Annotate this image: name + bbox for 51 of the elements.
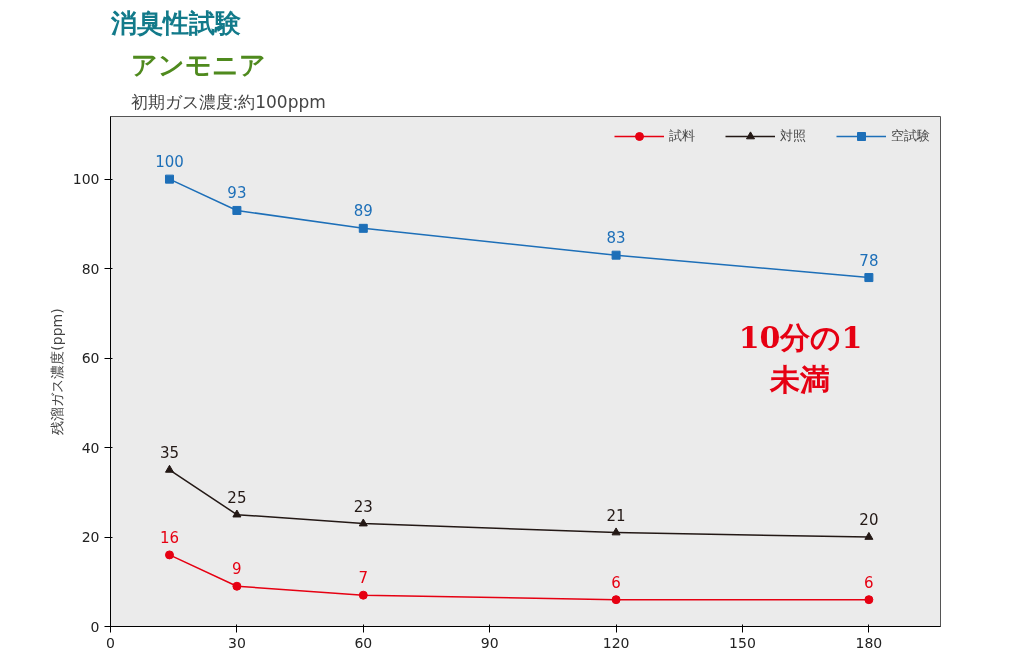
- data-label: 6: [611, 573, 621, 592]
- point: [611, 527, 621, 536]
- point: [611, 250, 621, 260]
- data-label: 23: [353, 497, 373, 516]
- legend-label: 試料: [669, 127, 695, 145]
- x-tick-label: 60: [354, 634, 373, 651]
- y-tick-label: 40: [81, 439, 100, 456]
- data-label: 20: [859, 511, 879, 530]
- x-tick-label: 120: [602, 634, 630, 651]
- data-label: 93: [227, 184, 247, 203]
- data-label: 7: [358, 569, 369, 588]
- data-label: 89: [353, 202, 373, 221]
- data-label: 9: [232, 560, 242, 579]
- data-label: 21: [606, 506, 626, 525]
- point: [611, 595, 621, 605]
- x-tick-label: 150: [729, 634, 756, 651]
- point: [232, 581, 242, 591]
- y-tick-label: 80: [81, 260, 100, 277]
- legend-label: 対照: [780, 127, 806, 145]
- y-tick-label: 100: [72, 171, 100, 188]
- x-tick-label: 30: [227, 634, 246, 651]
- annotation: 10分の1 未満: [738, 319, 863, 397]
- legend-label: 空試験: [891, 127, 930, 145]
- text: 初期ガス濃度:約100ppm: [130, 91, 326, 112]
- x-tick-label: 90: [480, 634, 499, 651]
- y-tick-label: 20: [81, 529, 100, 546]
- data-label: 35: [159, 443, 180, 462]
- data-label: 16: [159, 528, 180, 547]
- data-label: 100: [155, 153, 184, 172]
- point: [864, 273, 874, 283]
- point: [232, 205, 242, 215]
- y-tick-label: 60: [81, 350, 100, 367]
- chart-subtitle: アンモニア: [130, 49, 266, 80]
- data-label: 25: [227, 488, 247, 507]
- data-label: 83: [606, 229, 626, 248]
- data-label: 6: [864, 573, 874, 592]
- point: [864, 531, 874, 540]
- data-label: 78: [859, 251, 879, 270]
- x-tick-label: 180: [855, 634, 883, 651]
- point: [358, 518, 368, 527]
- point: [358, 590, 368, 600]
- point: [864, 595, 874, 605]
- point: [232, 509, 242, 518]
- point: [164, 550, 174, 560]
- y-tick-label: 0: [90, 618, 100, 635]
- y-axis-title: 残溜ガス濃度(ppm): [48, 308, 65, 435]
- chart-title: 消臭性試験: [109, 7, 242, 38]
- x-tick-label: 0: [106, 634, 115, 651]
- point: [164, 174, 174, 184]
- point: [164, 464, 174, 473]
- point: [358, 223, 368, 233]
